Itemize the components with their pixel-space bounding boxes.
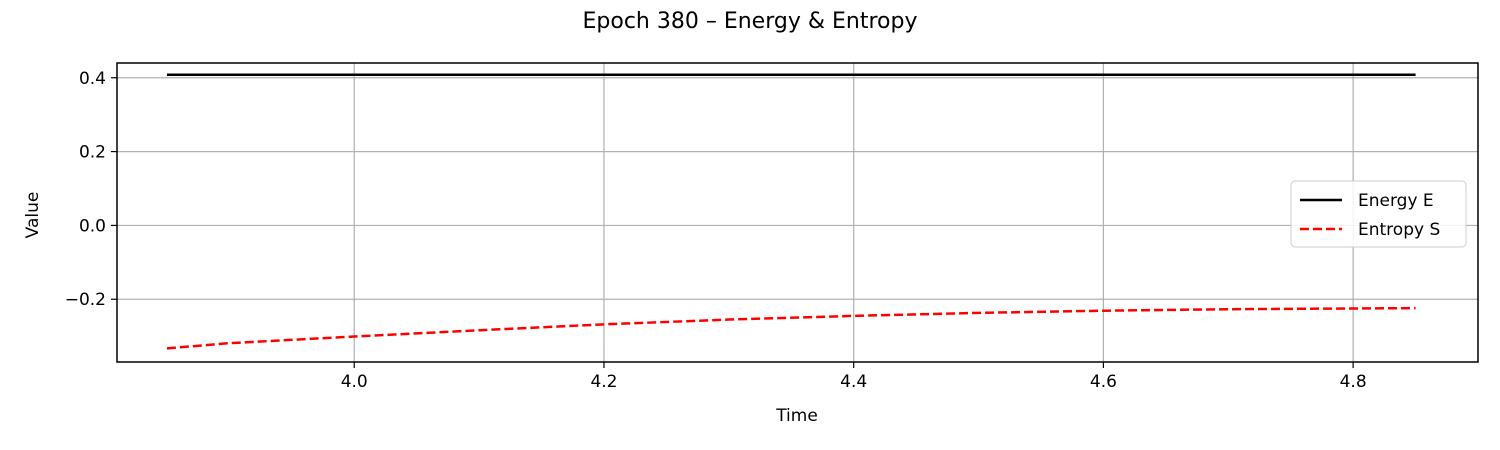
x-tick-label: 4.6: [1090, 372, 1117, 392]
y-tick-label: 0.2: [79, 143, 106, 163]
legend-label-entropy: Entropy S: [1358, 220, 1440, 240]
y-tick-label: −0.2: [65, 290, 106, 310]
x-tick-label: 4.0: [341, 372, 368, 392]
series-line-1: [166, 306, 1416, 350]
x-axis-label: Time: [775, 406, 818, 426]
x-tick-label: 4.8: [1340, 372, 1367, 392]
y-tick-label: 0.0: [79, 216, 106, 236]
y-axis-ticks: −0.2 0.0 0.2 0.4: [65, 69, 117, 310]
x-tick-label: 4.2: [590, 372, 617, 392]
chart-title: Epoch 380 – Energy & Entropy: [583, 9, 918, 34]
plot-lines: [166, 73, 1416, 350]
y-axis-label: Value: [23, 192, 43, 239]
plot-frame: [116, 62, 1479, 363]
legend: Energy E Entropy S: [1290, 180, 1467, 248]
legend-box: [1290, 180, 1467, 248]
y-tick-label: 0.4: [79, 69, 106, 89]
legend-label-energy: Energy E: [1358, 191, 1434, 211]
x-tick-label: 4.4: [840, 372, 867, 392]
x-axis-ticks: 4.0 4.2 4.4 4.6 4.8: [341, 362, 1367, 392]
